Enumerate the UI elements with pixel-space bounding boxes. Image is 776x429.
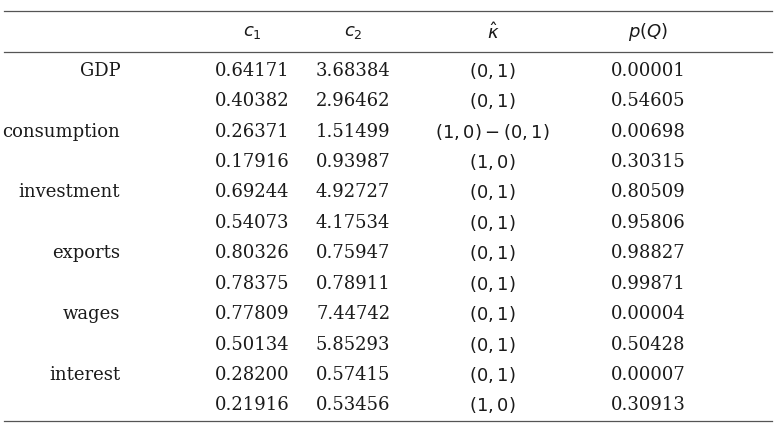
Text: $(0,1)$: $(0,1)$ bbox=[469, 304, 516, 324]
Text: $(0,1)$: $(0,1)$ bbox=[469, 61, 516, 81]
Text: $p(Q)$: $p(Q)$ bbox=[628, 21, 668, 43]
Text: 0.64171: 0.64171 bbox=[215, 62, 289, 80]
Text: investment: investment bbox=[19, 184, 120, 202]
Text: $(0,1)$: $(0,1)$ bbox=[469, 213, 516, 233]
Text: 0.21916: 0.21916 bbox=[215, 396, 289, 414]
Text: 0.17916: 0.17916 bbox=[215, 153, 289, 171]
Text: 0.50428: 0.50428 bbox=[611, 335, 685, 353]
Text: 0.95806: 0.95806 bbox=[611, 214, 685, 232]
Text: $c_2$: $c_2$ bbox=[344, 23, 362, 41]
Text: 0.30315: 0.30315 bbox=[611, 153, 685, 171]
Text: wages: wages bbox=[63, 305, 120, 323]
Text: 4.17534: 4.17534 bbox=[316, 214, 390, 232]
Text: 0.40382: 0.40382 bbox=[215, 92, 289, 110]
Text: $(1,0)-(0,1)$: $(1,0)-(0,1)$ bbox=[435, 122, 550, 142]
Text: 0.54605: 0.54605 bbox=[611, 92, 685, 110]
Text: 7.44742: 7.44742 bbox=[316, 305, 390, 323]
Text: consumption: consumption bbox=[2, 123, 120, 141]
Text: $(0,1)$: $(0,1)$ bbox=[469, 365, 516, 385]
Text: 0.77809: 0.77809 bbox=[215, 305, 289, 323]
Text: 0.30913: 0.30913 bbox=[611, 396, 685, 414]
Text: interest: interest bbox=[49, 366, 120, 384]
Text: 0.80509: 0.80509 bbox=[611, 184, 685, 202]
Text: $(1,0)$: $(1,0)$ bbox=[469, 152, 516, 172]
Text: 0.00004: 0.00004 bbox=[611, 305, 685, 323]
Text: 0.26371: 0.26371 bbox=[215, 123, 289, 141]
Text: 0.69244: 0.69244 bbox=[215, 184, 289, 202]
Text: $\hat{\kappa}$: $\hat{\kappa}$ bbox=[487, 22, 499, 42]
Text: 0.50134: 0.50134 bbox=[215, 335, 289, 353]
Text: $(0,1)$: $(0,1)$ bbox=[469, 274, 516, 294]
Text: 0.00698: 0.00698 bbox=[611, 123, 685, 141]
Text: 0.57415: 0.57415 bbox=[316, 366, 390, 384]
Text: 5.85293: 5.85293 bbox=[316, 335, 390, 353]
Text: exports: exports bbox=[52, 244, 120, 262]
Text: 0.78375: 0.78375 bbox=[215, 275, 289, 293]
Text: 0.98827: 0.98827 bbox=[611, 244, 685, 262]
Text: $(0,1)$: $(0,1)$ bbox=[469, 335, 516, 354]
Text: 0.93987: 0.93987 bbox=[316, 153, 390, 171]
Text: GDP: GDP bbox=[80, 62, 120, 80]
Text: $c_1$: $c_1$ bbox=[243, 23, 262, 41]
Text: $(0,1)$: $(0,1)$ bbox=[469, 182, 516, 202]
Text: 0.00001: 0.00001 bbox=[611, 62, 685, 80]
Text: 4.92727: 4.92727 bbox=[316, 184, 390, 202]
Text: 0.78911: 0.78911 bbox=[316, 275, 390, 293]
Text: 0.00007: 0.00007 bbox=[611, 366, 685, 384]
Text: $(0,1)$: $(0,1)$ bbox=[469, 243, 516, 263]
Text: 0.28200: 0.28200 bbox=[215, 366, 289, 384]
Text: 0.54073: 0.54073 bbox=[215, 214, 289, 232]
Text: 0.53456: 0.53456 bbox=[316, 396, 390, 414]
Text: 1.51499: 1.51499 bbox=[316, 123, 390, 141]
Text: 0.75947: 0.75947 bbox=[316, 244, 390, 262]
Text: 3.68384: 3.68384 bbox=[316, 62, 390, 80]
Text: $(1,0)$: $(1,0)$ bbox=[469, 396, 516, 415]
Text: 0.99871: 0.99871 bbox=[611, 275, 685, 293]
Text: $(0,1)$: $(0,1)$ bbox=[469, 91, 516, 111]
Text: 2.96462: 2.96462 bbox=[316, 92, 390, 110]
Text: 0.80326: 0.80326 bbox=[215, 244, 289, 262]
